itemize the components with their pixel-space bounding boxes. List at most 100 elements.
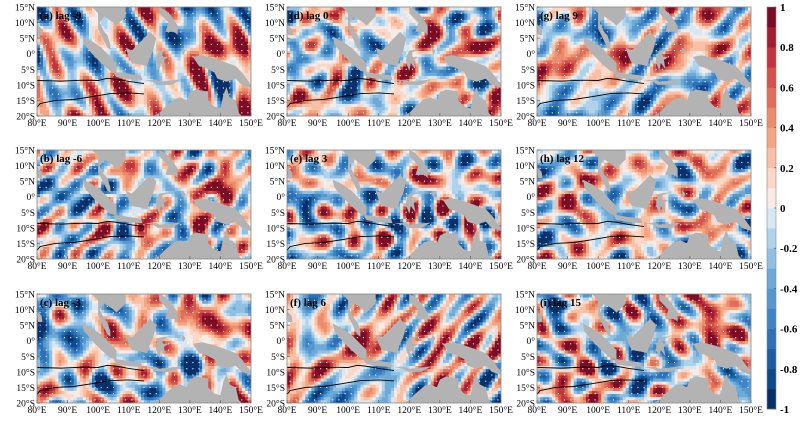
significance-dot: [58, 25, 59, 26]
significance-dot: [588, 368, 589, 369]
x-tick-label: 140°E: [458, 118, 482, 129]
significance-dot: [393, 174, 394, 175]
y-tick-label: 15°N: [515, 290, 535, 301]
significance-dot: [143, 224, 144, 225]
significance-dot: [680, 318, 681, 319]
significance-dot: [369, 81, 370, 82]
significance-dot: [211, 199, 212, 200]
significance-dot: [137, 25, 138, 26]
significance-dot: [467, 50, 468, 51]
significance-dot: [479, 312, 480, 313]
significance-dot: [198, 69, 199, 70]
significance-dot: [558, 62, 559, 63]
significance-dot: [558, 50, 559, 51]
significance-dot: [88, 87, 89, 88]
significance-dot: [235, 38, 236, 39]
y-tick-label: 5°N: [520, 177, 536, 188]
significance-dot: [217, 318, 218, 319]
colorbar-bin: [767, 208, 776, 228]
significance-dot: [686, 187, 687, 188]
significance-dot: [406, 230, 407, 231]
significance-dot: [680, 174, 681, 175]
significance-dot: [692, 81, 693, 82]
significance-dot: [76, 343, 77, 344]
colorbar-bin: [767, 288, 776, 308]
significance-dot: [76, 331, 77, 332]
significance-dot: [674, 156, 675, 157]
significance-dot: [552, 69, 553, 70]
significance-dot: [217, 87, 218, 88]
significance-dot: [338, 75, 339, 76]
significance-dot: [491, 374, 492, 375]
y-tick-label: 15°S: [266, 383, 285, 394]
significance-dot: [594, 399, 595, 400]
significance-dot: [296, 193, 297, 194]
significance-dot: [400, 218, 401, 219]
colorbar-bin: [767, 349, 776, 369]
significance-dot: [211, 38, 212, 39]
significance-dot: [168, 218, 169, 219]
y-tick-label: 15°N: [15, 146, 35, 157]
significance-dot: [308, 218, 309, 219]
significance-dot: [107, 393, 108, 394]
significance-dot: [412, 312, 413, 313]
significance-dot: [692, 205, 693, 206]
significance-dot: [473, 87, 474, 88]
significance-dot: [247, 362, 248, 363]
x-tick-label: 90°E: [58, 118, 77, 129]
significance-dot: [241, 44, 242, 45]
significance-dot: [64, 31, 65, 32]
significance-dot: [247, 374, 248, 375]
significance-dot: [192, 356, 193, 357]
significance-dot: [479, 343, 480, 344]
significance-dot: [650, 381, 651, 382]
significance-dot: [467, 156, 468, 157]
significance-dot: [156, 106, 157, 107]
significance-dot: [564, 349, 565, 350]
significance-dot: [430, 306, 431, 307]
significance-dot: [82, 19, 83, 20]
significance-dot: [455, 69, 456, 70]
significance-dot: [711, 318, 712, 319]
significance-dot: [52, 168, 53, 169]
significance-dot: [643, 106, 644, 107]
significance-dot: [594, 19, 595, 20]
significance-dot: [436, 181, 437, 182]
significance-dot: [539, 255, 540, 256]
x-tick-label: 90°E: [308, 261, 327, 272]
significance-dot: [82, 168, 83, 169]
x-tick-label: 120°E: [647, 261, 671, 272]
significance-dot: [588, 31, 589, 32]
panel-label: (i) lag 15: [540, 297, 581, 309]
significance-dot: [223, 56, 224, 57]
x-tick-label: 130°E: [678, 118, 702, 129]
significance-dot: [564, 25, 565, 26]
significance-dot: [637, 106, 638, 107]
significance-dot: [223, 193, 224, 194]
significance-dot: [229, 81, 230, 82]
significance-dot: [39, 56, 40, 57]
significance-dot: [473, 230, 474, 231]
significance-dot: [467, 162, 468, 163]
significance-dot: [338, 13, 339, 14]
significance-dot: [473, 156, 474, 157]
significance-dot: [150, 25, 151, 26]
significance-dot: [467, 94, 468, 95]
significance-dot: [552, 112, 553, 113]
significance-dot: [46, 387, 47, 388]
panel-label: (c) lag -3: [40, 297, 81, 309]
significance-dot: [552, 62, 553, 63]
significance-dot: [436, 349, 437, 350]
significance-dot: [302, 56, 303, 57]
significance-dot: [131, 44, 132, 45]
y-tick-label: 0°: [26, 192, 35, 203]
significance-dot: [625, 56, 626, 57]
significance-dot: [491, 243, 492, 244]
significance-dot: [82, 312, 83, 313]
significance-dot: [497, 399, 498, 400]
significance-dot: [656, 50, 657, 51]
significance-dot: [332, 399, 333, 400]
panel-label: (f) lag 6: [290, 297, 327, 309]
significance-dot: [412, 75, 413, 76]
